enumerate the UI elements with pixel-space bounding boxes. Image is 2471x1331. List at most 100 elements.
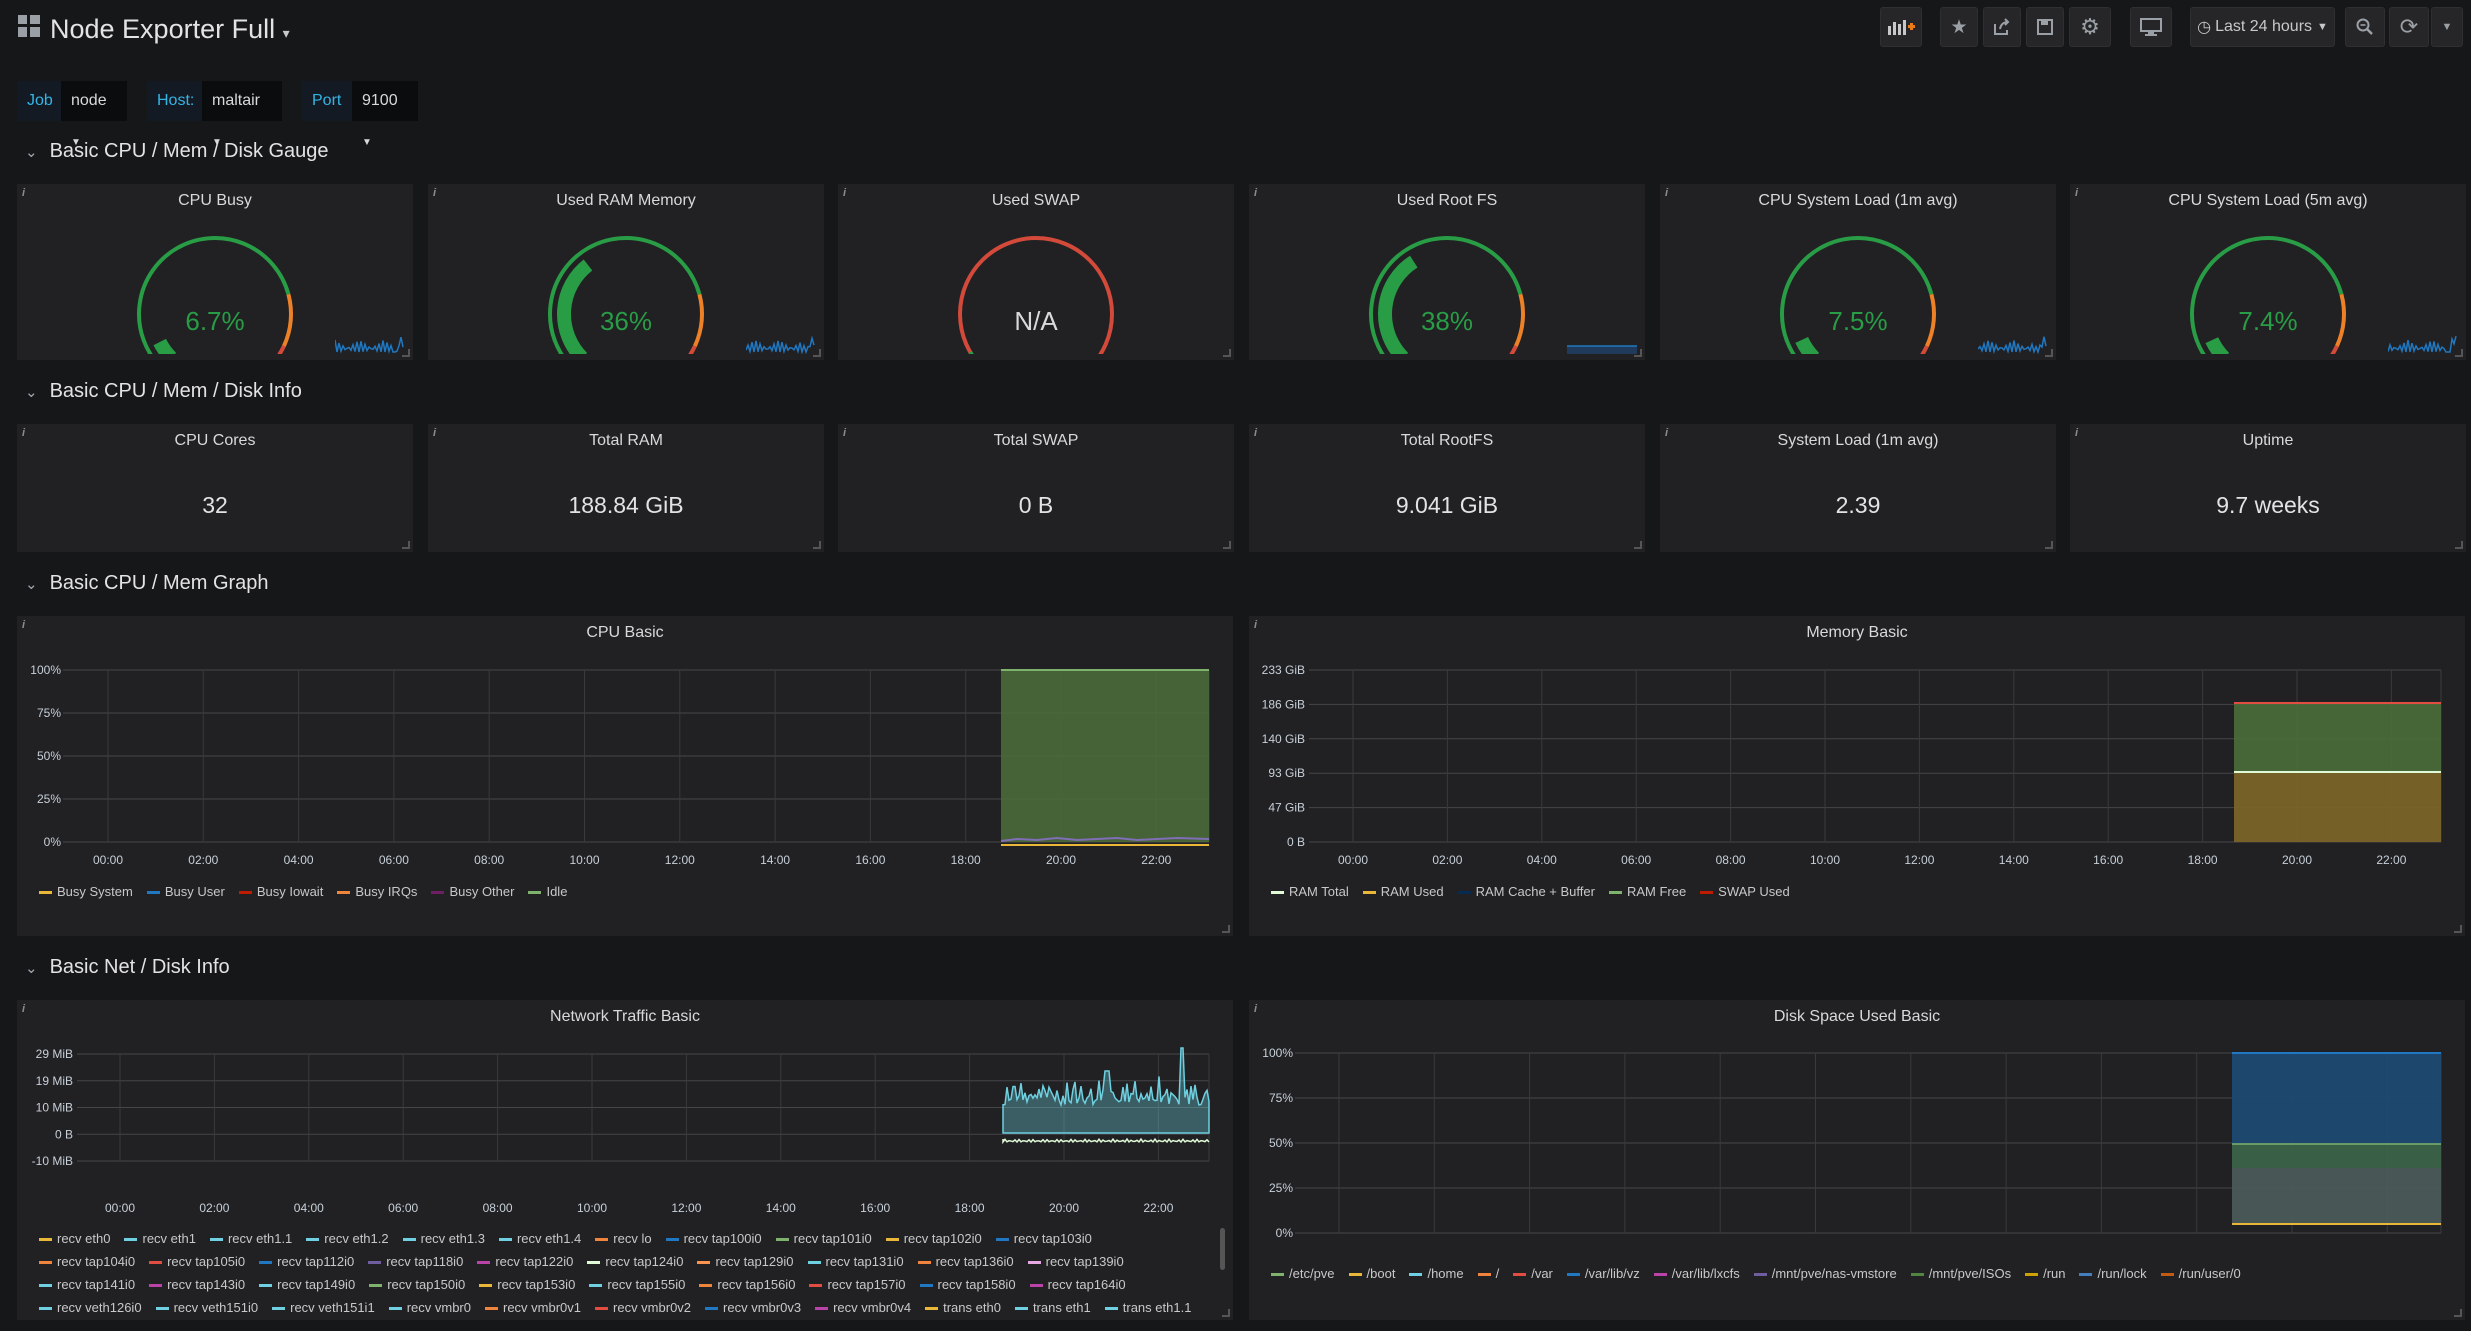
info-icon[interactable]: i bbox=[22, 187, 26, 199]
legend-item[interactable]: /home bbox=[1409, 1262, 1464, 1285]
panel-gauge-5[interactable]: i CPU System Load (5m avg) 7.4% bbox=[2070, 184, 2466, 360]
info-icon[interactable]: i bbox=[1665, 187, 1669, 199]
legend-item[interactable]: recv tap103i0 bbox=[995, 1227, 1092, 1250]
legend-item[interactable]: RAM Total bbox=[1271, 880, 1349, 903]
legend-item[interactable]: recv tap157i0 bbox=[809, 1273, 906, 1296]
time-picker-button[interactable]: ◷ Last 24 hours ▼ bbox=[2190, 7, 2335, 47]
info-icon[interactable]: i bbox=[22, 1003, 26, 1015]
legend-item[interactable]: recv tap136i0 bbox=[917, 1250, 1014, 1273]
resize-handle[interactable] bbox=[1222, 925, 1230, 933]
info-icon[interactable]: i bbox=[22, 427, 26, 439]
legend-item[interactable]: recv tap118i0 bbox=[368, 1250, 463, 1273]
legend-item[interactable]: recv tap149i0 bbox=[259, 1273, 355, 1296]
legend-item[interactable]: recv veth126i0 bbox=[39, 1296, 142, 1317]
panel-stat-4[interactable]: i System Load (1m avg) 2.39 bbox=[1660, 424, 2056, 552]
legend-item[interactable]: recv vmbr0v3 bbox=[705, 1296, 801, 1317]
legend-item[interactable]: recv tap112i0 bbox=[259, 1250, 354, 1273]
legend-item[interactable]: /boot bbox=[1348, 1262, 1395, 1285]
star-button[interactable]: ★ bbox=[1940, 7, 1978, 47]
legend-item[interactable]: /run/user/0 bbox=[2160, 1262, 2241, 1285]
panel-memory-basic[interactable]: i Memory Basic 233 GiB 186 GiB 140 GiB 93 G… bbox=[1249, 616, 2465, 936]
legend-item[interactable]: Busy IRQs bbox=[337, 880, 417, 903]
panel-stat-2[interactable]: i Total SWAP 0 B bbox=[838, 424, 1234, 552]
legend-item[interactable]: Idle bbox=[528, 880, 567, 903]
panel-stat-3[interactable]: i Total RootFS 9.041 GiB bbox=[1249, 424, 1645, 552]
disk-graph-plot[interactable]: 100%75%50%25%0%00:0002:0004:0006:0008:00… bbox=[1249, 1040, 2465, 1240]
legend-item[interactable]: recv tap150i0 bbox=[369, 1273, 465, 1296]
legend-item[interactable]: /mnt/pve/ISOs bbox=[1910, 1262, 2011, 1285]
panel-gauge-2[interactable]: i Used SWAP N/A bbox=[838, 184, 1234, 360]
panel-gauge-0[interactable]: i CPU Busy 6.7% bbox=[17, 184, 413, 360]
resize-handle[interactable] bbox=[1223, 541, 1231, 549]
legend-item[interactable]: /run bbox=[2025, 1262, 2065, 1285]
panel-gauge-3[interactable]: i Used Root FS 38% bbox=[1249, 184, 1645, 360]
legend-item[interactable]: recv tap101i0 bbox=[775, 1227, 872, 1250]
info-icon[interactable]: i bbox=[433, 427, 437, 439]
legend-item[interactable]: recv tap141i0 bbox=[39, 1273, 135, 1296]
legend-item[interactable]: recv tap104i0 bbox=[39, 1250, 135, 1273]
row-header-gauge[interactable]: ⌄ Basic CPU / Mem / Disk Gauge bbox=[25, 140, 329, 163]
legend-item[interactable]: recv eth1 bbox=[124, 1227, 196, 1250]
resize-handle[interactable] bbox=[402, 541, 410, 549]
legend-item[interactable]: Busy Iowait bbox=[238, 880, 323, 903]
info-icon[interactable]: i bbox=[843, 187, 847, 199]
info-icon[interactable]: i bbox=[2075, 187, 2079, 199]
legend-item[interactable]: /etc/pve bbox=[1271, 1262, 1335, 1285]
legend-item[interactable]: recv eth1.3 bbox=[402, 1227, 485, 1250]
legend-item[interactable]: /mnt/pve/nas-vmstore bbox=[1753, 1262, 1897, 1285]
resize-handle[interactable] bbox=[2455, 349, 2463, 357]
legend-item[interactable]: trans eth0 bbox=[925, 1296, 1001, 1317]
legend-item[interactable]: /var bbox=[1513, 1262, 1553, 1285]
dashboard-grid-icon[interactable] bbox=[17, 14, 41, 38]
legend-item[interactable]: recv tap131i0 bbox=[807, 1250, 904, 1273]
tv-mode-button[interactable] bbox=[2130, 7, 2172, 47]
variable-job-select[interactable]: node ▼ bbox=[61, 81, 127, 148]
legend-item[interactable]: recv vmbr0v2 bbox=[595, 1296, 691, 1317]
legend-item[interactable]: trans eth1.1 bbox=[1104, 1296, 1191, 1317]
legend-item[interactable]: RAM Used bbox=[1362, 880, 1444, 903]
legend-item[interactable]: recv tap158i0 bbox=[919, 1273, 1016, 1296]
info-icon[interactable]: i bbox=[1254, 1003, 1258, 1015]
info-icon[interactable]: i bbox=[1254, 187, 1258, 199]
legend-item[interactable]: recv tap105i0 bbox=[149, 1250, 245, 1273]
row-header-net-disk[interactable]: ⌄ Basic Net / Disk Info bbox=[25, 956, 230, 979]
info-icon[interactable]: i bbox=[2075, 427, 2079, 439]
legend-item[interactable]: recv tap164i0 bbox=[1029, 1273, 1126, 1296]
legend-item[interactable]: recv eth1.1 bbox=[209, 1227, 292, 1250]
variable-port-select[interactable]: 9100 ▼ bbox=[352, 81, 418, 148]
legend-item[interactable]: recv eth1.4 bbox=[498, 1227, 581, 1250]
info-icon[interactable]: i bbox=[843, 427, 847, 439]
resize-handle[interactable] bbox=[1222, 1309, 1230, 1317]
legend-item[interactable]: recv lo bbox=[595, 1227, 652, 1250]
refresh-interval-dropdown[interactable]: ▼ bbox=[2431, 7, 2463, 47]
panel-stat-1[interactable]: i Total RAM 188.84 GiB bbox=[428, 424, 824, 552]
row-header-graph[interactable]: ⌄ Basic CPU / Mem Graph bbox=[25, 572, 269, 595]
row-header-info[interactable]: ⌄ Basic CPU / Mem / Disk Info bbox=[25, 380, 302, 403]
share-button[interactable] bbox=[1983, 7, 2021, 47]
legend-item[interactable]: recv vmbr0v1 bbox=[484, 1296, 581, 1317]
legend-item[interactable]: /var/lib/vz bbox=[1566, 1262, 1640, 1285]
info-icon[interactable]: i bbox=[22, 619, 26, 631]
memory-graph-plot[interactable]: 233 GiB 186 GiB 140 GiB 93 GiB 47 GiB 0 B 00:0… bbox=[1249, 656, 2465, 886]
legend-item[interactable]: recv tap155i0 bbox=[589, 1273, 685, 1296]
legend-item[interactable]: recv tap143i0 bbox=[149, 1273, 245, 1296]
resize-handle[interactable] bbox=[813, 349, 821, 357]
legend-item[interactable]: recv tap100i0 bbox=[665, 1227, 762, 1250]
resize-handle[interactable] bbox=[1634, 349, 1642, 357]
legend-item[interactable]: Busy User bbox=[146, 880, 225, 903]
info-icon[interactable]: i bbox=[1254, 619, 1258, 631]
legend-item[interactable]: recv vmbr0v4 bbox=[815, 1296, 911, 1317]
legend-item[interactable]: / bbox=[1477, 1262, 1499, 1285]
add-panel-button[interactable] bbox=[1880, 7, 1922, 47]
legend-item[interactable]: recv eth0 bbox=[39, 1227, 110, 1250]
resize-handle[interactable] bbox=[402, 349, 410, 357]
panel-stat-5[interactable]: i Uptime 9.7 weeks bbox=[2070, 424, 2466, 552]
resize-handle[interactable] bbox=[2045, 349, 2053, 357]
legend-item[interactable]: Busy System bbox=[39, 880, 133, 903]
legend-item[interactable]: recv tap153i0 bbox=[479, 1273, 575, 1296]
info-icon[interactable]: i bbox=[1254, 427, 1258, 439]
resize-handle[interactable] bbox=[813, 541, 821, 549]
legend-item[interactable]: recv tap102i0 bbox=[885, 1227, 982, 1250]
panel-disk-space[interactable]: i Disk Space Used Basic 100%75%50%25%0%0… bbox=[1249, 1000, 2465, 1320]
network-graph-plot[interactable]: 29 MiB 19 MiB 10 MiB 0 B -10 MiB 00:00 02:00 04… bbox=[17, 1040, 1233, 1240]
